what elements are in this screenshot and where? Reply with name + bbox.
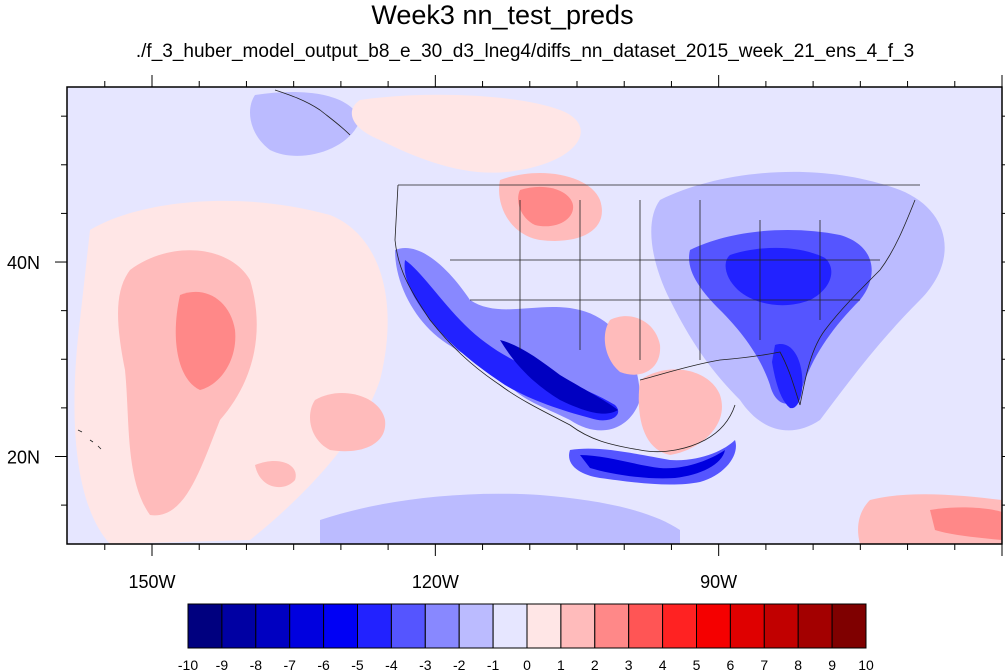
- colorbar-swatch: [696, 603, 731, 649]
- colorbar-label: 1: [557, 657, 565, 672]
- anomaly-region-plains-pos2: [518, 186, 574, 227]
- colorbar-swatch: [662, 603, 697, 649]
- colorbar-swatch: [424, 603, 460, 649]
- axis-layer: 150W 120W 90W 40N 20N: [7, 75, 1005, 592]
- anomaly-region-north-pos: [351, 94, 581, 173]
- anomaly-region-central-pos: [310, 392, 386, 452]
- colorbar-label: -10: [178, 657, 198, 672]
- colorbar-swatch: [594, 603, 630, 649]
- colorbar-label: 7: [760, 657, 768, 672]
- anomaly-region-gulf-pos: [638, 369, 722, 455]
- colorbar-label: -5: [351, 657, 364, 672]
- colorbar-swatch: [323, 603, 359, 649]
- colorbar-swatch: [187, 603, 223, 649]
- x-tick-label: 150W: [128, 572, 175, 592]
- colorbar-label: -6: [317, 657, 330, 672]
- chart-subtitle: ./f_3_huber_model_output_b8_e_30_d3_lneg…: [135, 41, 915, 62]
- colorbar-swatch: [763, 603, 799, 649]
- colorbar-label: -2: [453, 657, 466, 672]
- colorbar-swatch: [289, 603, 325, 649]
- colorbar-swatch: [628, 603, 664, 649]
- alaska-coast: [274, 89, 351, 136]
- colorbar-swatch: [390, 603, 426, 649]
- colorbar-label: 0: [523, 657, 531, 672]
- anomaly-region-west-coast-neg: [395, 248, 640, 431]
- coastlines: [394, 184, 920, 453]
- colorbar-label: 3: [625, 657, 633, 672]
- anomaly-region-atlantic-pos2: [930, 507, 1002, 540]
- anomaly-region-east-neg3: [725, 247, 832, 306]
- hawaii-islands: [77, 429, 102, 450]
- colorbar-swatch: [221, 603, 257, 649]
- colorbar-swatch: [458, 603, 494, 649]
- x-tick-label: 120W: [412, 572, 459, 592]
- x-tick-label: 90W: [700, 572, 737, 592]
- colorbar-label: -7: [283, 657, 296, 672]
- colorbar-label: 4: [659, 657, 667, 672]
- colorbar-swatch: [560, 603, 596, 649]
- colorbar-swatch: [255, 603, 291, 649]
- colorbar-swatch: [831, 603, 867, 649]
- anomaly-region-texas-pos: [604, 316, 661, 375]
- anomaly-region-mexico-south-neg2: [580, 450, 725, 479]
- colorbar-label: -8: [250, 657, 263, 672]
- y-tick-label: 20N: [7, 447, 40, 467]
- colorbar-label: -4: [385, 657, 398, 672]
- colorbar-swatch: [357, 603, 392, 649]
- colorbar: -10 -9 -8 -7 -6 -5 -4 -3 -2 -1 0 1 2 3 4 5 6 7 8 9 10: [178, 603, 874, 672]
- colorbar-label: 6: [727, 657, 735, 672]
- map-frame: [66, 86, 1003, 545]
- anomaly-region-south-neg: [320, 493, 680, 544]
- anomaly-region-florida-neg: [772, 344, 803, 409]
- colorbar-label: 10: [858, 657, 874, 672]
- colorbar-label: -3: [419, 657, 432, 672]
- y-tick-label: 40N: [7, 253, 40, 273]
- colorbar-label: -1: [487, 657, 500, 672]
- colorbar-swatch: [492, 603, 528, 649]
- anomaly-region-alaska-neg: [250, 91, 360, 156]
- colorbar-label: 2: [591, 657, 599, 672]
- map-field: [67, 87, 1002, 544]
- colorbar-label: 5: [693, 657, 701, 672]
- colorbar-label: -9: [216, 657, 229, 672]
- colorbar-label: 9: [828, 657, 836, 672]
- colorbar-swatch: [797, 603, 833, 649]
- colorbar-swatch: [526, 603, 562, 649]
- anomaly-region-pacific-pos3: [175, 291, 236, 390]
- anomaly-region-west-pos: [255, 460, 296, 488]
- colorbar-label: 8: [794, 657, 802, 672]
- colorbar-swatch: [729, 603, 765, 649]
- chart-title: Week3 nn_test_preds: [371, 0, 634, 30]
- anomaly-region-baja-neg: [500, 340, 618, 414]
